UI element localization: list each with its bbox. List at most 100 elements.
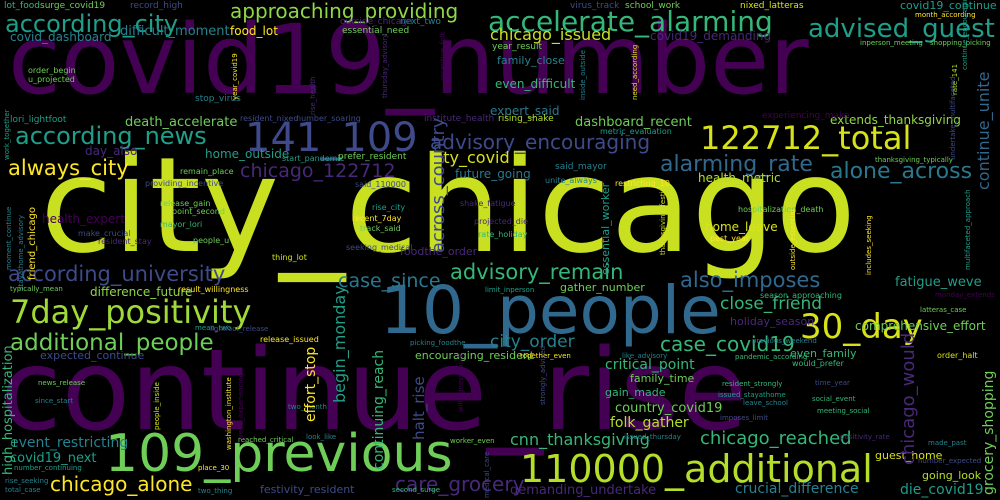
- word-projected-die: projected_die: [474, 217, 528, 226]
- word-stop-virus: stop_virus: [195, 94, 241, 104]
- word-outside-essential: outside_essential: [789, 209, 797, 270]
- word-essential-need: essential_need: [342, 26, 410, 36]
- word-continue-rise: continue_rise: [0, 326, 748, 456]
- word-monday-extends: monday_extends: [935, 291, 995, 299]
- word-restricting-10: restricting_10: [615, 179, 670, 188]
- word-difficult-moment: difficult_moment: [120, 24, 230, 39]
- word-home-leave: home_leave: [705, 220, 778, 234]
- word-rise-seeking: rise_seeking: [5, 477, 49, 485]
- word-surge-covid19: surge_covid19: [40, 1, 106, 11]
- word-141-109: 141_109: [245, 115, 418, 161]
- word-death-accelerate: death_accelerate: [125, 115, 238, 130]
- word-people-inside: people_inside: [153, 382, 161, 430]
- word-expert-said: expert_said: [490, 104, 560, 118]
- word-across-country: across_country: [428, 117, 449, 253]
- word-school-work: school_work: [625, 1, 681, 11]
- word-two-month: two_month: [288, 403, 327, 411]
- word-future-going: future_going: [455, 167, 531, 181]
- word-year-covid19: year_covid19: [231, 53, 239, 100]
- word-approaching-providing: approaching_providing: [230, 0, 459, 23]
- word-nixed-latteras: nixed_latteras: [740, 1, 804, 11]
- word-110000-additional: 110000_additional: [520, 447, 873, 491]
- word-guest-home: guest_home: [875, 449, 943, 462]
- word-30-day: 30_day: [800, 307, 923, 347]
- word-lightfoot-release: lightfoot_release: [210, 325, 269, 333]
- word-halt-rise: halt_rise: [410, 376, 428, 440]
- word-recent-7day: recent_7day: [352, 214, 402, 223]
- word-109-previous: 109_previous: [105, 424, 453, 484]
- word-people-u: people_u: [193, 236, 230, 245]
- word-rise-city: rise_city: [372, 203, 406, 212]
- word-rate-holiday: rate_holiday: [478, 230, 528, 239]
- word-thing-lot: thing_lot: [272, 253, 307, 262]
- word-according-city: according_city: [5, 10, 179, 38]
- word-additional-people: additional_people: [10, 330, 214, 356]
- word-unite-always: unite_always: [545, 176, 597, 185]
- word-u-projected: u_projected: [28, 75, 75, 84]
- word-covid19-number: covid19_number: [8, 4, 809, 116]
- word-dashboard-recent: dashboard_recent: [575, 115, 692, 130]
- word-resident-strongly: resident_strongly: [722, 380, 783, 388]
- word-order-halt: order_halt: [937, 351, 978, 360]
- word-moment-continue: moment_continue: [5, 206, 13, 270]
- word-since-start: since_start: [35, 397, 73, 405]
- word-number-expected: number_expected: [918, 457, 982, 465]
- word-mean-two: mean_two: [195, 324, 232, 332]
- word-7day-positivity: 7day_positivity: [10, 293, 252, 331]
- word-continue-encouraging: continue_encouraging: [961, 0, 969, 70]
- word-cnn-thanksgiving: cnn_thanksgiving: [510, 430, 650, 449]
- word-essential-worker: essential_worker: [599, 182, 612, 275]
- word-number-continuing: number_continuing: [14, 464, 82, 472]
- word-limit-inperson: limit_inperson: [485, 286, 535, 294]
- word-lot-food: lot_food: [4, 1, 40, 11]
- word-worker-even: worker_even: [450, 437, 495, 445]
- word-covid19-next: covid19_next: [10, 451, 97, 466]
- word-like-advisory: like_advisory: [622, 352, 668, 360]
- word-includes-seeking: thanksgiving_typically: [875, 156, 953, 164]
- word-begin-monday: begin_monday: [330, 285, 349, 403]
- word-rising-shake: rising_shake: [498, 114, 554, 124]
- word-month-according: month_according: [915, 11, 976, 19]
- word-thursday-advisory: thursday_advisory: [381, 33, 389, 98]
- word-social-event: social_event: [812, 395, 856, 403]
- word-issued-thursday: issued_thursday: [624, 433, 681, 441]
- word-imposes-limit: imposes_limit: [720, 414, 768, 422]
- word-washington-institute: washington_institute: [225, 377, 233, 450]
- word-thanksgiving-typically: includes_seeking: [865, 215, 873, 275]
- word-festivity-resident: festivity_resident: [260, 483, 355, 496]
- word-extends-thanksgiving: extends_thanksgiving: [830, 113, 961, 127]
- word-point-second: point_second: [172, 207, 225, 216]
- word-covid19-demanding: covid19_demanding: [650, 29, 772, 43]
- word-thanksgiving-festivity: thanksgiving_festivity: [659, 178, 667, 255]
- word-second-surge: second_surge: [392, 486, 441, 494]
- word-mayor-lori: mayor_lori: [160, 220, 203, 229]
- word-latteras-case: latteras_case: [920, 306, 967, 314]
- word-said-110000: said_110000: [355, 180, 406, 189]
- word-shopping-picking: shopping_picking: [930, 39, 991, 47]
- word-chicago-122712: chicago_122712: [240, 160, 396, 182]
- word-fatigue-weve: fatigue_weve: [895, 275, 982, 290]
- word-prefer-resident: prefer_resident: [338, 152, 407, 162]
- word-case-covid19: case_covid19: [660, 332, 795, 356]
- word-year-result: year_result: [492, 42, 543, 52]
- word-resident-nixed: resident_nixed: [240, 114, 299, 123]
- word-news-release: news_release: [38, 379, 86, 387]
- word-demanding-undertake: demanding_undertake: [510, 483, 657, 498]
- word-previous-weekend: previous_weekend: [752, 337, 817, 345]
- word-strongly-advised: strongly_advised: [539, 345, 547, 405]
- word-according-news: according_news: [15, 122, 207, 150]
- word-advisory-encouraging: advisory_encouraging: [430, 130, 651, 154]
- word-city-order: city_order: [490, 332, 575, 352]
- word-time-year: time_year: [815, 379, 850, 387]
- word-effort-stop: effort_stop: [303, 346, 319, 422]
- word-willingness-work: willingness_work: [457, 353, 465, 412]
- word-institute-health: institute_health: [424, 114, 495, 124]
- word-release-gain: release_gain: [160, 199, 211, 208]
- word-pandemic-according: pandemic_according: [735, 353, 808, 361]
- word-outside-chicago: outside_chicago: [340, 17, 413, 27]
- word-country-covid19: country_covid19: [615, 401, 723, 416]
- word-result-willingness: result_willingness: [178, 285, 249, 294]
- word-make-crucial: make_crucial: [78, 229, 131, 238]
- word-shake-fatigue: shake_fatigue: [460, 199, 516, 208]
